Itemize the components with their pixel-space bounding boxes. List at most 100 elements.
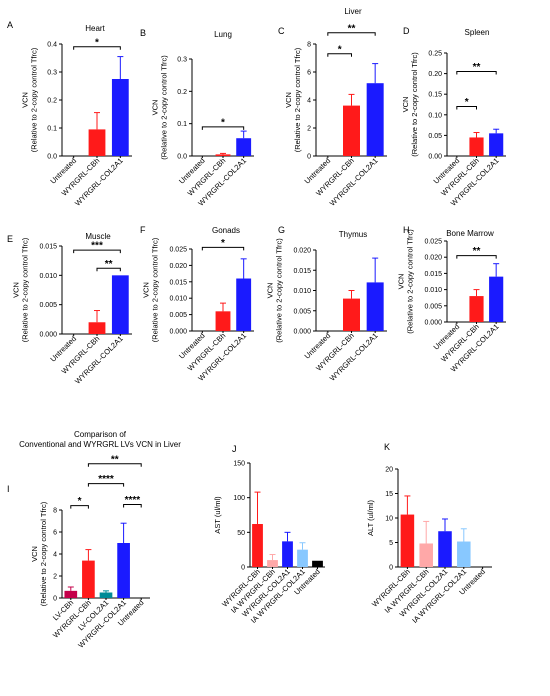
y-tick-label: 0	[241, 565, 245, 572]
y-tick-label: 0.0	[177, 154, 187, 161]
bar	[469, 296, 484, 322]
panel-label: D	[403, 26, 410, 36]
panel-label: A	[7, 20, 13, 30]
y-axis-label: VCN(Relative to 2-copy control Tfrc)	[397, 229, 415, 334]
bar	[252, 524, 263, 567]
y-axis-label: VCN(Relative to 2-copy control Tfrc)	[30, 501, 48, 606]
y-tick-label: 0.015	[424, 271, 442, 278]
panel-label: E	[7, 234, 13, 244]
bar	[267, 560, 278, 567]
y-tick-label: 0.005	[169, 312, 187, 319]
panel-f: F Gonads VCN(Relative to 2-copy control Tf…	[140, 225, 254, 383]
y-tick-label: 0.1	[47, 126, 57, 133]
bar	[82, 560, 95, 598]
panel-label: I	[7, 484, 10, 494]
y-tick-label: 0.0	[47, 154, 57, 161]
bar	[88, 322, 106, 334]
y-tick-label: 0.05	[428, 133, 442, 140]
chart-title: Gonads	[212, 226, 240, 235]
y-tick-label: 0.1	[177, 121, 187, 128]
panel-label: C	[278, 26, 285, 36]
y-tick-label: 0.000	[293, 329, 311, 336]
panel-i: I Comparison of Conventional and WYRGRL LV…	[7, 430, 181, 650]
y-tick-label: 6	[307, 70, 311, 77]
y-tick-label: 5	[389, 540, 393, 547]
significance-bracket	[456, 71, 497, 75]
y-tick-label: 0.010	[293, 288, 311, 295]
significance-bracket	[456, 255, 497, 259]
chart-title: Bone Marrow	[446, 229, 494, 238]
panel-label: H	[403, 225, 410, 235]
significance-label: **	[111, 454, 119, 465]
significance-bracket	[327, 32, 376, 36]
bar	[282, 541, 293, 567]
panel-c: C Liver VCN(Relative to 2-copy control Tfr…	[278, 7, 387, 208]
y-tick-label: 0.000	[169, 329, 187, 336]
y-tick-label: 150	[233, 461, 245, 468]
y-tick-label: 0.015	[293, 268, 311, 275]
y-tick-label: 0.010	[169, 296, 187, 303]
y-tick-label: 100	[233, 495, 245, 502]
panel-label: K	[384, 442, 390, 452]
panel-e: E Muscle VCN(Relative to 2-copy control Tf…	[7, 232, 132, 386]
bar	[489, 133, 504, 156]
panel-a: A Heart VCN(Relative to 2-copy control Tfr…	[7, 20, 132, 208]
chart-title: Spleen	[465, 28, 490, 37]
y-axis-label: VCN(Relative to 2-copy control Tfrc)	[12, 237, 30, 342]
y-axis-label: VCN(Relative to 2-copy control Tfrc)	[284, 47, 302, 152]
significance-bracket	[70, 505, 89, 509]
bar	[236, 278, 252, 331]
significance-label: *	[338, 44, 342, 55]
y-tick-label: 4	[307, 98, 311, 105]
panel-b: B Lung VCN(Relative to 2-copy control Tfrc…	[140, 28, 254, 208]
panel-g: G Thymus VCN(Relative to 2-copy control Tf…	[266, 225, 387, 383]
y-tick-label: 0.005	[424, 303, 442, 310]
bar	[400, 514, 415, 567]
y-tick-label: 0.00	[428, 154, 442, 161]
bar	[88, 129, 106, 156]
y-tick-label: 0.2	[47, 98, 57, 105]
significance-bracket	[201, 126, 245, 130]
y-tick-label: 0.20	[428, 71, 442, 78]
bar	[438, 531, 452, 567]
bar	[469, 137, 484, 156]
y-tick-label: 0.005	[39, 302, 57, 309]
y-tick-label: 0.020	[169, 263, 187, 270]
bar	[343, 298, 360, 331]
significance-bracket	[73, 46, 121, 50]
y-axis-label: ALT (ul/ml)	[366, 500, 375, 536]
significance-bracket	[327, 53, 352, 57]
bar	[111, 275, 129, 334]
significance-label: ****	[98, 474, 114, 485]
y-axis-label: VCN(Relative to 2-copy control Tfrc)	[142, 237, 160, 342]
y-tick-label: 0.020	[293, 248, 311, 255]
y-tick-label: 8	[53, 508, 57, 515]
y-tick-label: 8	[307, 42, 311, 49]
y-tick-label: 0.005	[293, 308, 311, 315]
bar	[215, 154, 231, 156]
panel-label: G	[278, 225, 285, 235]
significance-label: *	[78, 496, 82, 507]
y-tick-label: 0.10	[428, 112, 442, 119]
y-tick-label: 0.015	[39, 244, 57, 251]
y-tick-label: 15	[385, 491, 393, 498]
significance-label: ****	[125, 495, 141, 506]
significance-bracket	[456, 106, 477, 110]
bar	[236, 138, 252, 156]
bar	[489, 276, 504, 322]
y-tick-label: 0	[53, 596, 57, 603]
y-tick-label: 0.000	[39, 332, 57, 339]
significance-bracket	[87, 483, 125, 487]
y-axis-label: VCN(Relative to 2-copy control Tfrc)	[266, 238, 284, 343]
panel-d: D Spleen VCN(Relative to 2-copy control Tf…	[401, 26, 506, 208]
panel-label: F	[140, 225, 146, 235]
y-tick-label: 2	[307, 126, 311, 133]
y-tick-label: 2	[53, 574, 57, 581]
y-axis-label: VCN(Relative to 2-copy control Tfrc)	[151, 55, 169, 160]
chart-title: Comparison of Conventional and WYRGRL LVs…	[19, 430, 181, 449]
significance-label: **	[473, 246, 481, 257]
y-tick-label: 0.010	[39, 273, 57, 280]
significance-label: **	[348, 23, 356, 34]
y-tick-label: 10	[385, 516, 393, 523]
